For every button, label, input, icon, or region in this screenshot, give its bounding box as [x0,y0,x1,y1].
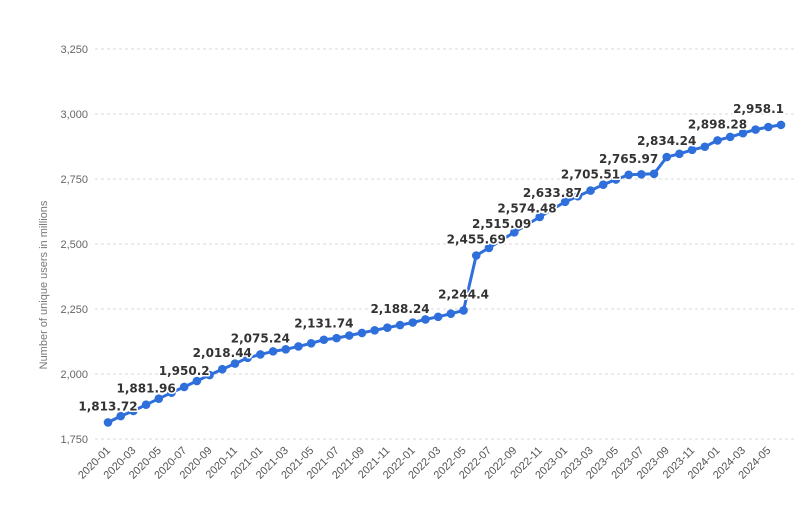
data-label: 2,898.28 [688,117,747,131]
data-points [103,120,786,427]
data-point [484,243,494,253]
data-label: 2,131.74 [294,317,353,331]
data-point [421,315,430,324]
data-point [764,122,773,132]
data-point [281,345,291,354]
data-point [560,197,570,207]
data-label: 2,765.97 [599,152,658,166]
data-point [306,339,316,348]
data-point [459,306,468,315]
data-point [217,364,227,374]
data-label: 2,244.4 [438,287,489,301]
data-point [332,333,341,343]
data-point [510,228,519,237]
data-point [776,120,786,130]
y-tick-label: 1,750 [60,434,88,446]
y-tick-label: 2,000 [60,369,88,381]
data-point [535,212,545,222]
data-label: 2,633.87 [523,186,582,200]
y-axis-label: Number of unique users in millions [38,200,50,369]
data-point [687,145,697,155]
data-point [649,169,659,179]
data-point [624,170,633,180]
data-point [167,388,176,398]
y-tick-label: 2,750 [60,174,88,186]
data-point [751,125,760,134]
data-label: 1,950.2 [159,364,210,378]
y-tick-label: 3,250 [60,44,88,56]
data-point [294,342,303,351]
data-point [598,180,608,190]
data-label: 2,018.44 [193,346,252,360]
data-point [548,204,557,214]
data-point [179,382,189,392]
data-label: 2,958.1 [733,102,784,116]
data-point [192,376,202,386]
data-label: 2,455.69 [447,233,506,247]
data-labels: 1,813.72 1,881.96 1,950.2 2,018.442,075.24 2… [77,100,786,415]
data-point [522,220,532,229]
data-point [129,406,138,416]
data-label: 2,515.09 [472,217,531,231]
data-point [344,331,354,340]
y-tick-label: 2,500 [60,239,88,251]
data-point [497,235,506,245]
y-axis: 1,750 2,000 2,250 2,500 2,750 3,000 3,250 [60,44,88,446]
data-point [256,350,265,359]
data-point [446,309,456,318]
data-point [675,149,684,159]
data-point [103,418,113,427]
data-point [573,191,583,201]
y-tick-label: 3,000 [60,109,88,121]
data-point [408,318,418,327]
data-point [154,394,164,404]
y-tick-label: 2,250 [60,304,88,316]
data-point [357,328,367,338]
data-point [116,411,125,421]
data-point [230,359,240,368]
data-label: 2,834.24 [637,134,696,148]
data-point [586,186,595,195]
data-point [383,323,392,333]
data-point [205,370,214,380]
data-point [611,175,621,184]
data-point [141,400,151,409]
data-point [395,320,405,330]
data-point [662,152,672,162]
data-label: 2,705.51 [561,168,620,182]
data-point [370,326,379,335]
data-label: 2,574.48 [497,202,556,216]
data-label: 2,188.24 [370,302,429,316]
data-label: 1,881.96 [116,382,175,396]
data-label: 1,813.72 [78,399,137,413]
data-point [319,335,329,345]
data-point [243,353,252,363]
data-point [725,132,735,142]
data-point [637,170,646,179]
data-point [700,142,710,152]
data-point [738,128,748,138]
data-point [268,347,278,356]
data-point [433,312,443,322]
data-point [471,251,481,260]
x-axis: 2020-012020-032020-052020-072020-092020-… [76,445,773,482]
data-point [713,136,722,145]
data-label: 2,075.24 [231,331,290,345]
